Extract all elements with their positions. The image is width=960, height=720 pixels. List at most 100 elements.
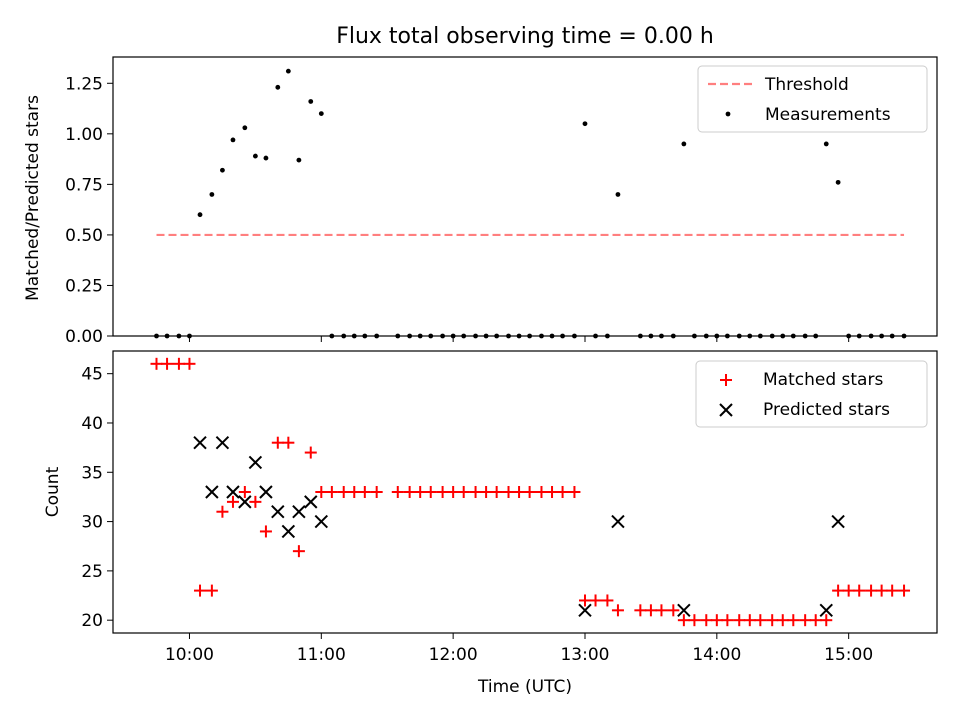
matched-stars-point [743,614,756,627]
legend-predicted-label: Predicted stars [763,400,890,420]
y-tick-label: 0.50 [65,226,103,246]
measurement-point [285,68,291,74]
measurement-point [318,111,324,117]
matched-stars-point [358,486,371,498]
matched-stars-point [282,436,295,449]
y-tick-label: 0.25 [65,276,103,296]
matched-stars-point [502,486,515,498]
predicted-stars-point [215,435,230,450]
legend-measurements-label: Measurements [765,105,891,125]
x-axis-label: Time (UTC) [477,677,572,697]
matched-stars-point [183,357,196,370]
matched-stars-point [469,486,482,498]
matched-stars-point [886,584,899,597]
measurement-point [242,125,248,131]
measurement-point [835,179,841,185]
y-tick-label: 0.00 [65,327,103,347]
y-tick-label: 45 [81,365,103,385]
y-tick-label: 35 [81,463,103,483]
matched-stars-point [447,486,460,498]
y-tick-label: 1.00 [65,125,103,145]
count-panel: 10:00 11:00 12:00 13:00 14:00 15:00 20 25 30 35 40… [43,350,938,697]
matched-stars-point [865,584,878,597]
matched-stars-point [832,584,845,597]
matched-stars-point [194,584,207,597]
predicted-stars-point [292,505,306,519]
ratio-legend: Threshold Measurements [697,65,928,133]
matched-stars-point [667,604,680,617]
matched-stars-point [776,614,789,627]
matched-stars-point [271,436,284,449]
matched-stars-point [754,614,767,627]
matched-stars-point [424,486,437,498]
predicted-stars-point [831,514,845,529]
x-tick-label: 13:00 [560,645,609,665]
y-tick-label: 1.25 [65,74,103,94]
predicted-stars-point [193,435,207,450]
matched-stars-point [611,604,624,617]
matched-stars-point [150,357,163,370]
matched-stars-point [787,614,800,627]
matched-stars-point [809,614,822,627]
predicted-stars-point [677,603,691,618]
x-tick-label: 11:00 [297,645,346,665]
matched-stars-point [259,525,272,538]
matched-stars-point [513,486,526,498]
predicted-stars-point [281,524,296,539]
matched-stars-point [568,486,581,498]
predicted-stars-point [304,495,318,509]
matched-stars-point [226,495,239,508]
matched-stars-point [161,357,174,370]
matched-stars-point [875,584,888,597]
matched-stars-point [325,486,338,498]
matched-stars-point [490,486,503,498]
x-tick-label: 14:00 [692,645,741,665]
y-axis-label-count: Count [43,466,63,517]
axes-frame [112,350,938,634]
predicted-stars-point [578,603,592,618]
count-legend: Matched stars Predicted stars [695,360,928,428]
matched-stars-point [457,486,470,498]
ratio-plot-area: 0.00 0.25 0.50 0.75 1.00 1.25 [65,56,938,347]
matched-stars-point [238,486,251,498]
matched-stars-point [601,594,614,607]
y-tick-label: 40 [81,414,103,434]
series-matched-stars [150,357,911,627]
measurement-point [209,192,215,197]
predicted-stars-point [205,485,219,499]
legend-threshold-label: Threshold [764,75,849,95]
matched-stars-point [414,486,427,498]
measurement-point [615,192,621,197]
measurement-point [681,141,687,147]
measurement-point [263,155,269,161]
x-tick-label: 15:00 [824,645,873,665]
series-predicted-stars [193,435,845,618]
matched-stars-point [205,584,218,597]
measurement-point [275,84,281,90]
y-tick-label: 25 [81,562,103,582]
x-tick-label: 10:00 [165,645,214,665]
matched-stars-point [710,614,723,627]
y-tick-label: 20 [81,611,103,631]
predicted-stars-point [238,495,252,509]
matched-stars-point [677,614,690,627]
data-marks [150,357,911,627]
matched-stars-point [337,486,350,498]
legend-matched-swatch [720,374,732,386]
matched-stars-point [348,486,361,498]
legend-predicted-swatch [719,403,733,417]
x-tick-label: 12:00 [429,645,478,665]
predicted-stars-point [819,603,833,618]
matched-stars-point [589,594,602,607]
legend-matched-label: Matched stars [763,370,883,390]
measurement-point [582,121,588,127]
matched-stars-point [403,486,416,498]
matched-stars-point [249,495,262,508]
matched-stars-point [436,486,449,498]
matched-stars-point [535,486,548,498]
matched-stars-point [578,594,591,607]
matched-stars-point [634,604,647,617]
measurement-point [823,141,829,147]
matched-stars-point [655,604,668,617]
